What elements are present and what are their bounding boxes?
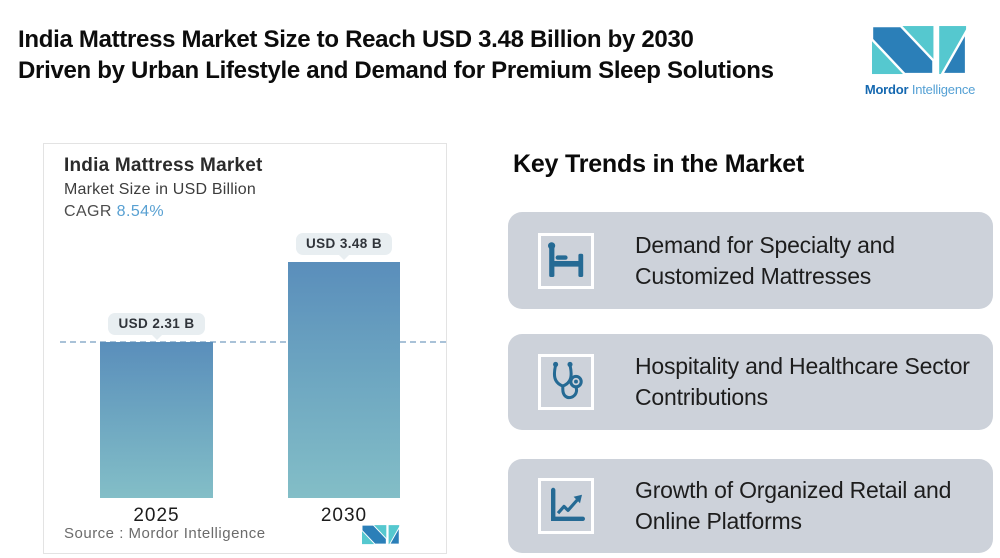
trend-label-line1: Demand for Specialty and bbox=[635, 231, 895, 258]
brand-name-regular: Intelligence bbox=[911, 82, 976, 97]
chart-cagr: CAGR 8.54% bbox=[64, 203, 164, 221]
bed-icon bbox=[548, 241, 584, 277]
mordor-intelligence-logo-icon bbox=[872, 26, 968, 76]
trends-heading: Key Trends in the Market bbox=[513, 150, 805, 178]
growth-chart-icon bbox=[551, 487, 585, 521]
trend-label: Demand for Specialty and Customized Matt… bbox=[635, 230, 895, 292]
brand-logo-text: Mordor Intelligence bbox=[864, 82, 976, 97]
bar-plot-area: USD 2.31 B USD 3.48 B bbox=[60, 232, 446, 498]
bar-2025 bbox=[100, 341, 213, 498]
trend-icon-box bbox=[538, 232, 594, 289]
chart-title: India Mattress Market bbox=[64, 155, 263, 176]
cagr-label: CAGR bbox=[64, 203, 117, 220]
x-tick-2025: 2025 bbox=[133, 505, 180, 526]
brand-name-bold: Mordor bbox=[864, 82, 909, 97]
trend-card-organized-retail: Growth of Organized Retail and Online Pl… bbox=[508, 459, 993, 553]
trend-icon-box bbox=[538, 354, 594, 410]
value-label-2025: USD 2.31 B bbox=[108, 312, 205, 335]
page-title-line1: India Mattress Market Size to Reach USD … bbox=[18, 26, 694, 53]
bar-2030 bbox=[288, 262, 400, 498]
trend-label: Hospitality and Healthcare Sector Contri… bbox=[635, 351, 970, 413]
trend-label-line2: Online Platforms bbox=[635, 508, 802, 534]
bar-column-2030: USD 3.48 B bbox=[288, 232, 400, 498]
trend-card-hospitality-healthcare: Hospitality and Healthcare Sector Contri… bbox=[508, 334, 993, 430]
chart-subtitle: Market Size in USD Billion bbox=[64, 181, 256, 198]
trend-label: Growth of Organized Retail and Online Pl… bbox=[635, 475, 951, 537]
trend-icon-box bbox=[538, 478, 594, 534]
market-chart-card: India Mattress Market Market Size in USD… bbox=[43, 143, 447, 554]
bar-column-2025: USD 2.31 B bbox=[100, 232, 213, 498]
cagr-value: 8.54% bbox=[116, 203, 165, 220]
trend-label-line1: Growth of Organized Retail and bbox=[635, 477, 952, 503]
stethoscope-icon bbox=[552, 361, 583, 400]
value-label-2030: USD 3.48 B bbox=[295, 233, 393, 256]
mordor-intelligence-mini-logo-icon bbox=[362, 525, 400, 545]
page-title-line2: Driven by Urban Lifestyle and Demand for… bbox=[18, 57, 774, 84]
trend-label-line2: Customized Mattresses bbox=[635, 262, 872, 289]
x-tick-2030: 2030 bbox=[320, 505, 368, 526]
page-title: India Mattress Market Size to Reach USD … bbox=[18, 24, 774, 86]
trend-card-specialty-mattresses: Demand for Specialty and Customized Matt… bbox=[508, 212, 993, 309]
brand-logo: Mordor Intelligence bbox=[858, 8, 982, 120]
trend-label-line1: Hospitality and Healthcare Sector bbox=[635, 353, 970, 379]
source-attribution: Source : Mordor Intelligence bbox=[64, 525, 266, 542]
reference-line bbox=[60, 340, 446, 343]
trend-label-line2: Contributions bbox=[635, 384, 768, 410]
